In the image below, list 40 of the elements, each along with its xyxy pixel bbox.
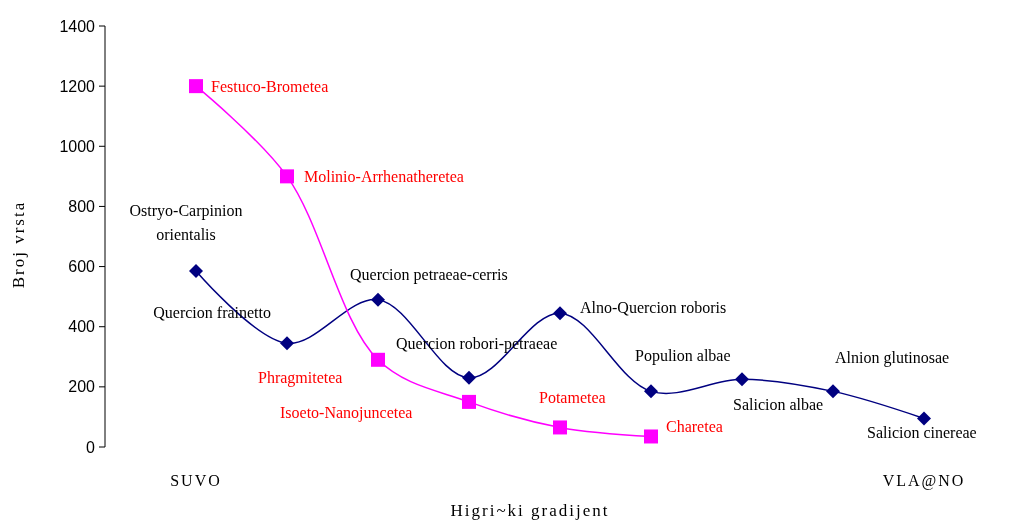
point [189,264,203,279]
x-axis-title: Higri~ki gradijent [450,501,610,520]
point [280,169,294,184]
y-tick-label: 1200 [59,77,96,95]
annotation: Molinio-Arrhenatheretea [304,168,464,186]
annotation: Phragmitetea [258,368,343,387]
x-tick-label: VLA@NO [882,472,966,490]
annotation: Salicion cinereae [867,424,977,442]
point [644,384,658,399]
y-tick-label: 200 [68,378,96,396]
point [371,292,385,307]
annotation: Isoeto-Nanojuncetea [280,403,413,422]
point [644,429,658,444]
y-tick-label: 1000 [59,137,96,155]
annotation: Charetea [666,418,723,436]
point [553,306,567,321]
x-tick-label: SUVO [170,472,222,489]
point [371,352,385,367]
annotation: Populion albae [635,347,731,366]
point [462,394,476,409]
point [917,411,931,426]
point [553,420,567,435]
point [826,384,840,399]
y-tick-label: 800 [68,198,96,216]
annotation: Alno-Quercion roboris [580,299,727,317]
annotation: Salicion albae [733,396,824,414]
y-axis-title: Broj vrsta [9,200,28,289]
annotation: Alnion glutinosae [835,349,950,368]
y-tick-label: 400 [68,318,96,336]
point [462,370,476,385]
point [735,372,749,387]
annotation: Festuco-Brometea [211,78,329,96]
annotation: Potametea [539,389,606,407]
annotation: Ostryo-Carpinion orientalis [129,202,243,244]
point [280,336,294,351]
annotation: Quercion petraeae-cerris [350,265,508,284]
point [189,79,203,94]
y-tick-label: 1400 [59,17,96,35]
y-tick-label: 0 [86,438,96,456]
y-tick-label: 600 [68,258,96,276]
